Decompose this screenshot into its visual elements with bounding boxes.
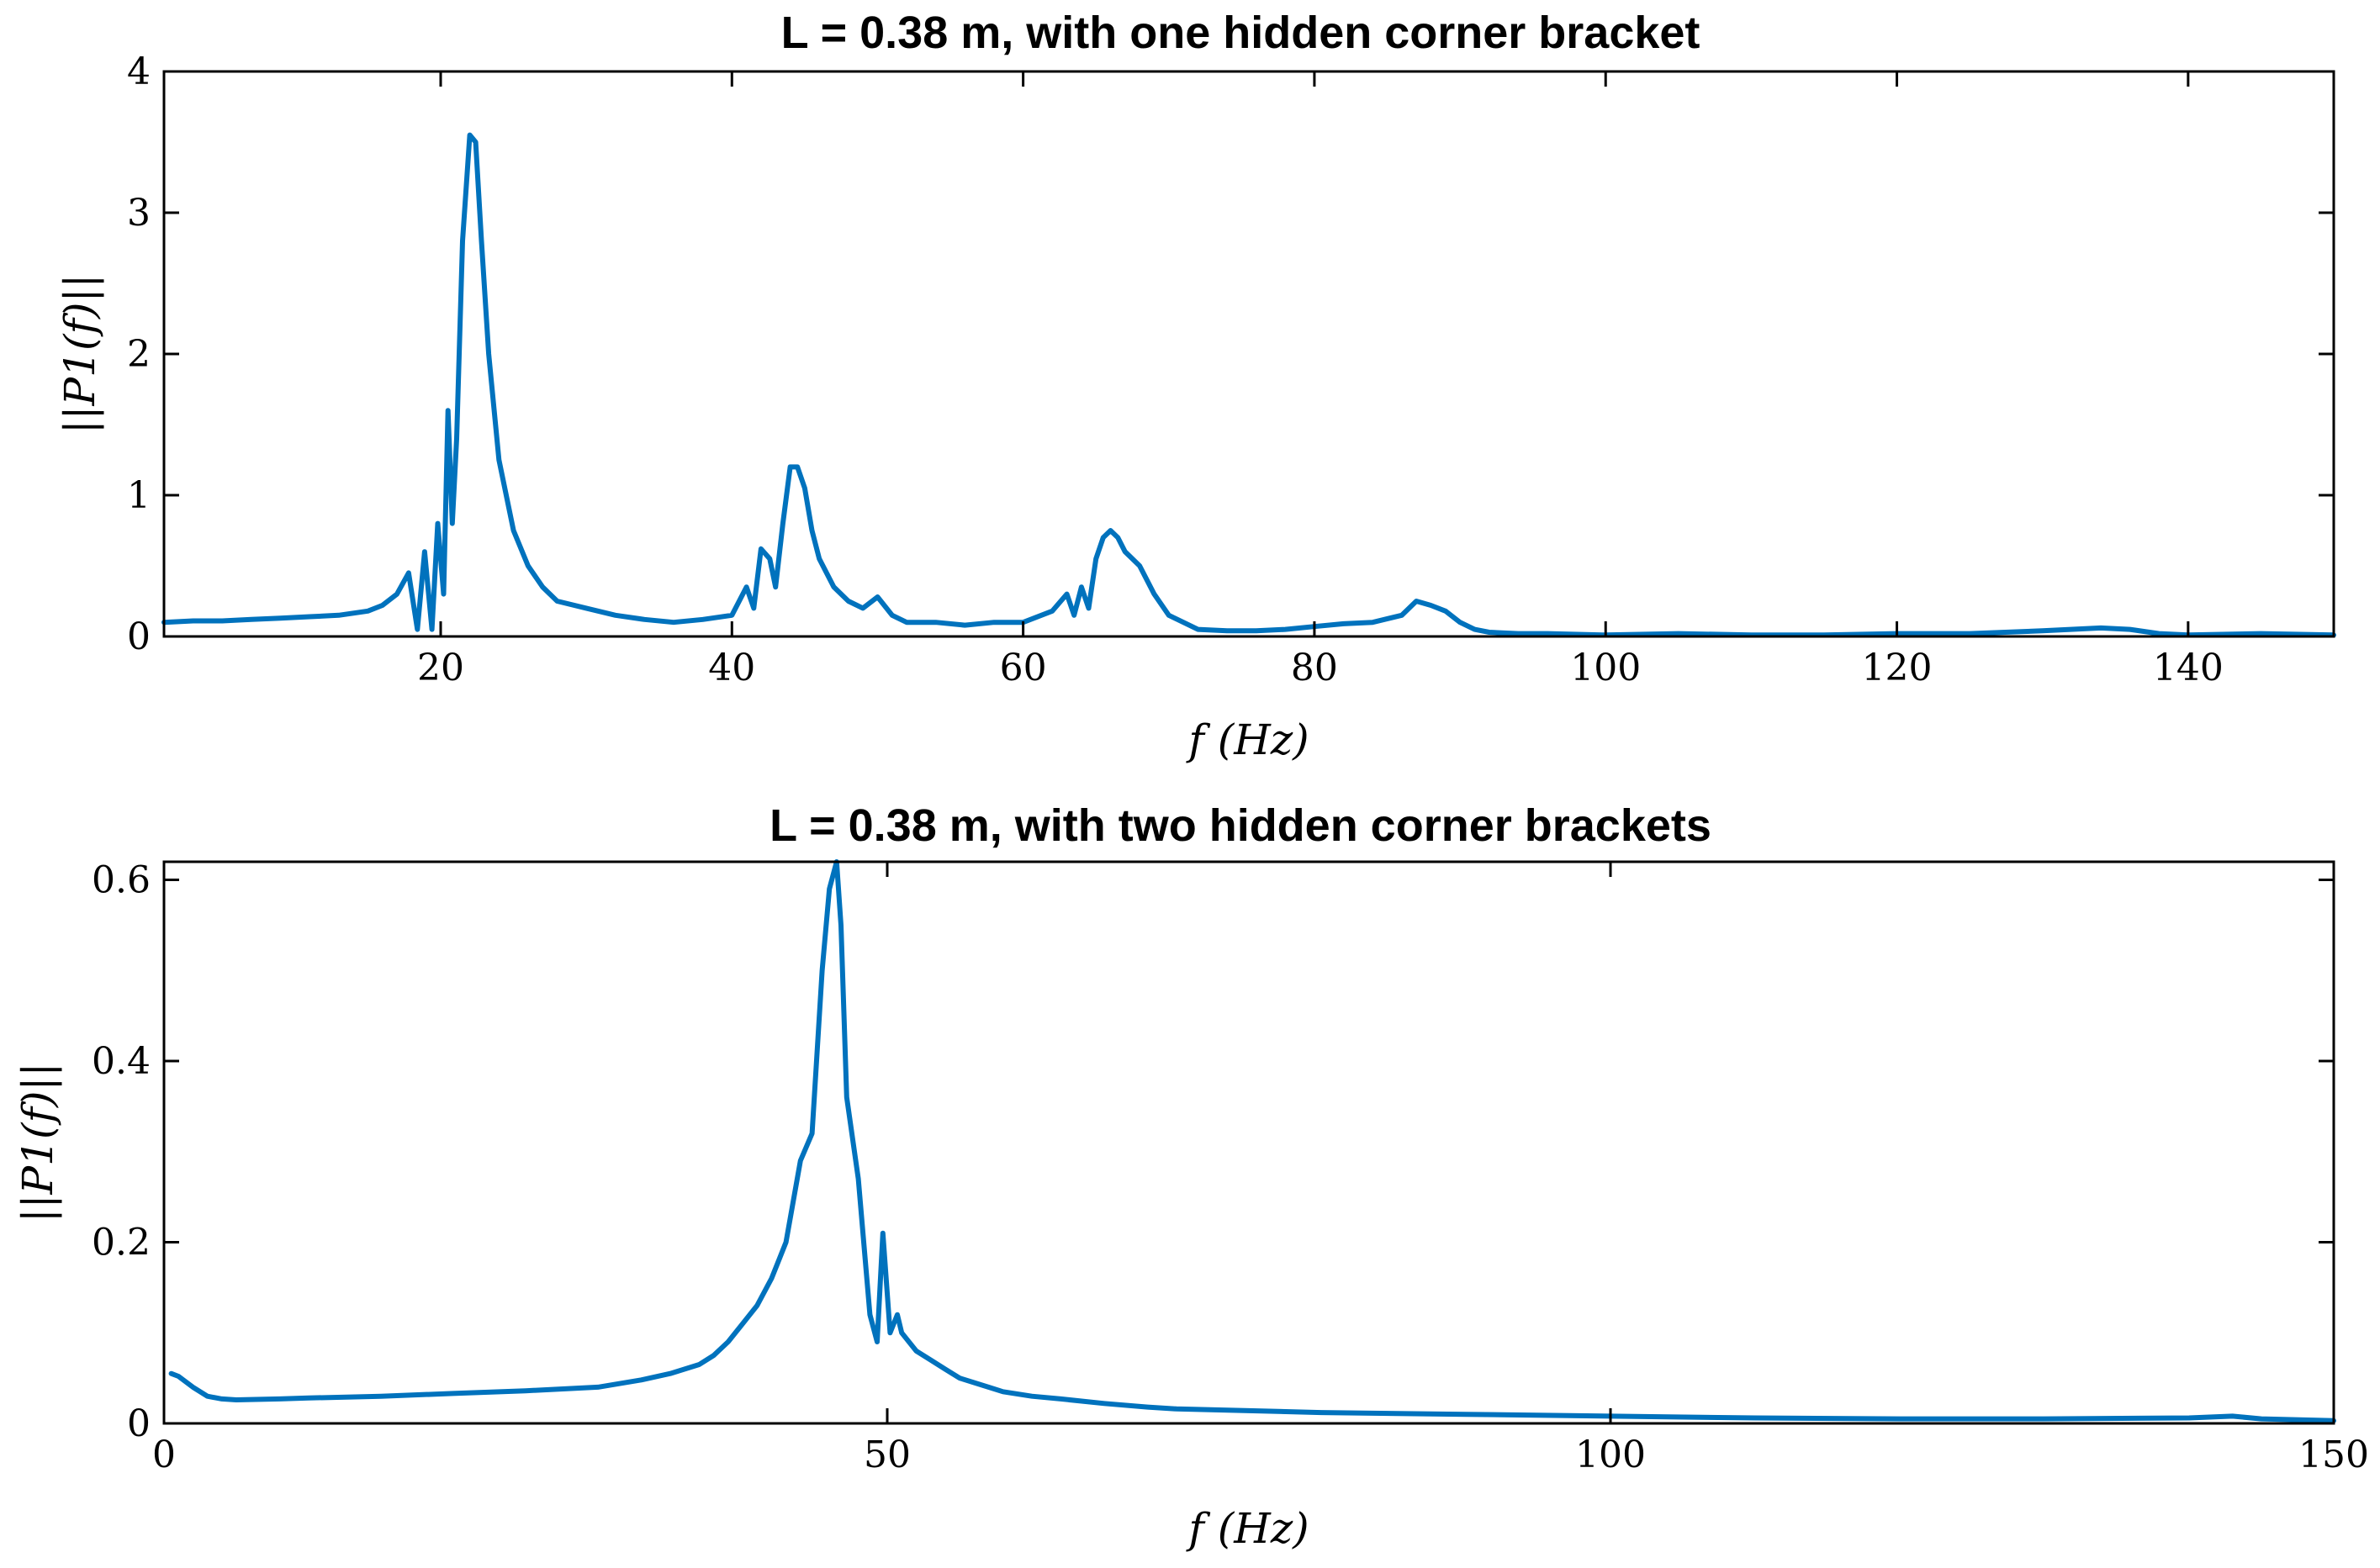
plot-area-1	[161, 132, 2336, 638]
x-tick-label: 40	[708, 647, 755, 689]
y-tick-label: 0	[127, 615, 151, 658]
chart-title-1: L = 0.38 m, with one hidden corner brack…	[781, 8, 1700, 58]
x-tick-label: 140	[2153, 647, 2224, 689]
spectrum-line	[161, 132, 2336, 638]
x-axis-label-2: f (Hz)	[1185, 1504, 1309, 1553]
x-axis-label-2-text: f (Hz)	[1185, 1504, 1309, 1553]
x-tick-label: 20	[417, 647, 464, 689]
plot-area-2	[168, 859, 2336, 1423]
y-axis-label-2: ||P1(f)||	[13, 1063, 62, 1222]
x-tick-label: 60	[1000, 647, 1047, 689]
y-axis-label-1-text: ||P1(f)||	[56, 274, 104, 434]
x-axis-label-1-text: f (Hz)	[1185, 715, 1309, 764]
x-tick-label: 80	[1291, 647, 1338, 689]
y-tick-label: 1	[127, 474, 151, 517]
y-axis-label-2-text: ||P1(f)||	[13, 1063, 62, 1222]
y-tick-label: 0.6	[92, 859, 151, 902]
ticks-2: 0 50 100 150 0 0.2 0.4 0.6	[92, 859, 2369, 1476]
spectrum-line	[168, 859, 2336, 1423]
y-tick-label: 2	[127, 333, 151, 376]
chart-title-2: L = 0.38 m, with two hidden corner brack…	[770, 800, 1711, 851]
x-axis-label-1: f (Hz)	[1185, 715, 1309, 764]
y-axis-label-1: ||P1(f)||	[56, 274, 104, 434]
x-tick-label: 100	[1570, 647, 1641, 689]
panel-one-bracket: L = 0.38 m, with one hidden corner brack…	[56, 8, 2336, 764]
x-tick-label: 100	[1575, 1433, 1646, 1476]
ticks-1: 20 40 60 80 100 120 140 0 1 2 3 4	[127, 50, 2334, 689]
x-tick-label: 120	[1862, 647, 1933, 689]
x-tick-label: 50	[864, 1433, 911, 1476]
y-tick-label: 0	[127, 1402, 151, 1445]
y-tick-label: 0.2	[92, 1222, 151, 1264]
axes-frame-2	[162, 860, 2335, 1425]
panel-two-brackets: L = 0.38 m, with two hidden corner brack…	[13, 800, 2369, 1553]
x-tick-label: 150	[2298, 1433, 2369, 1476]
y-tick-label: 4	[127, 50, 151, 93]
x-tick-label: 0	[152, 1433, 176, 1476]
y-tick-label: 3	[127, 192, 151, 235]
y-tick-label: 0.4	[92, 1040, 151, 1083]
